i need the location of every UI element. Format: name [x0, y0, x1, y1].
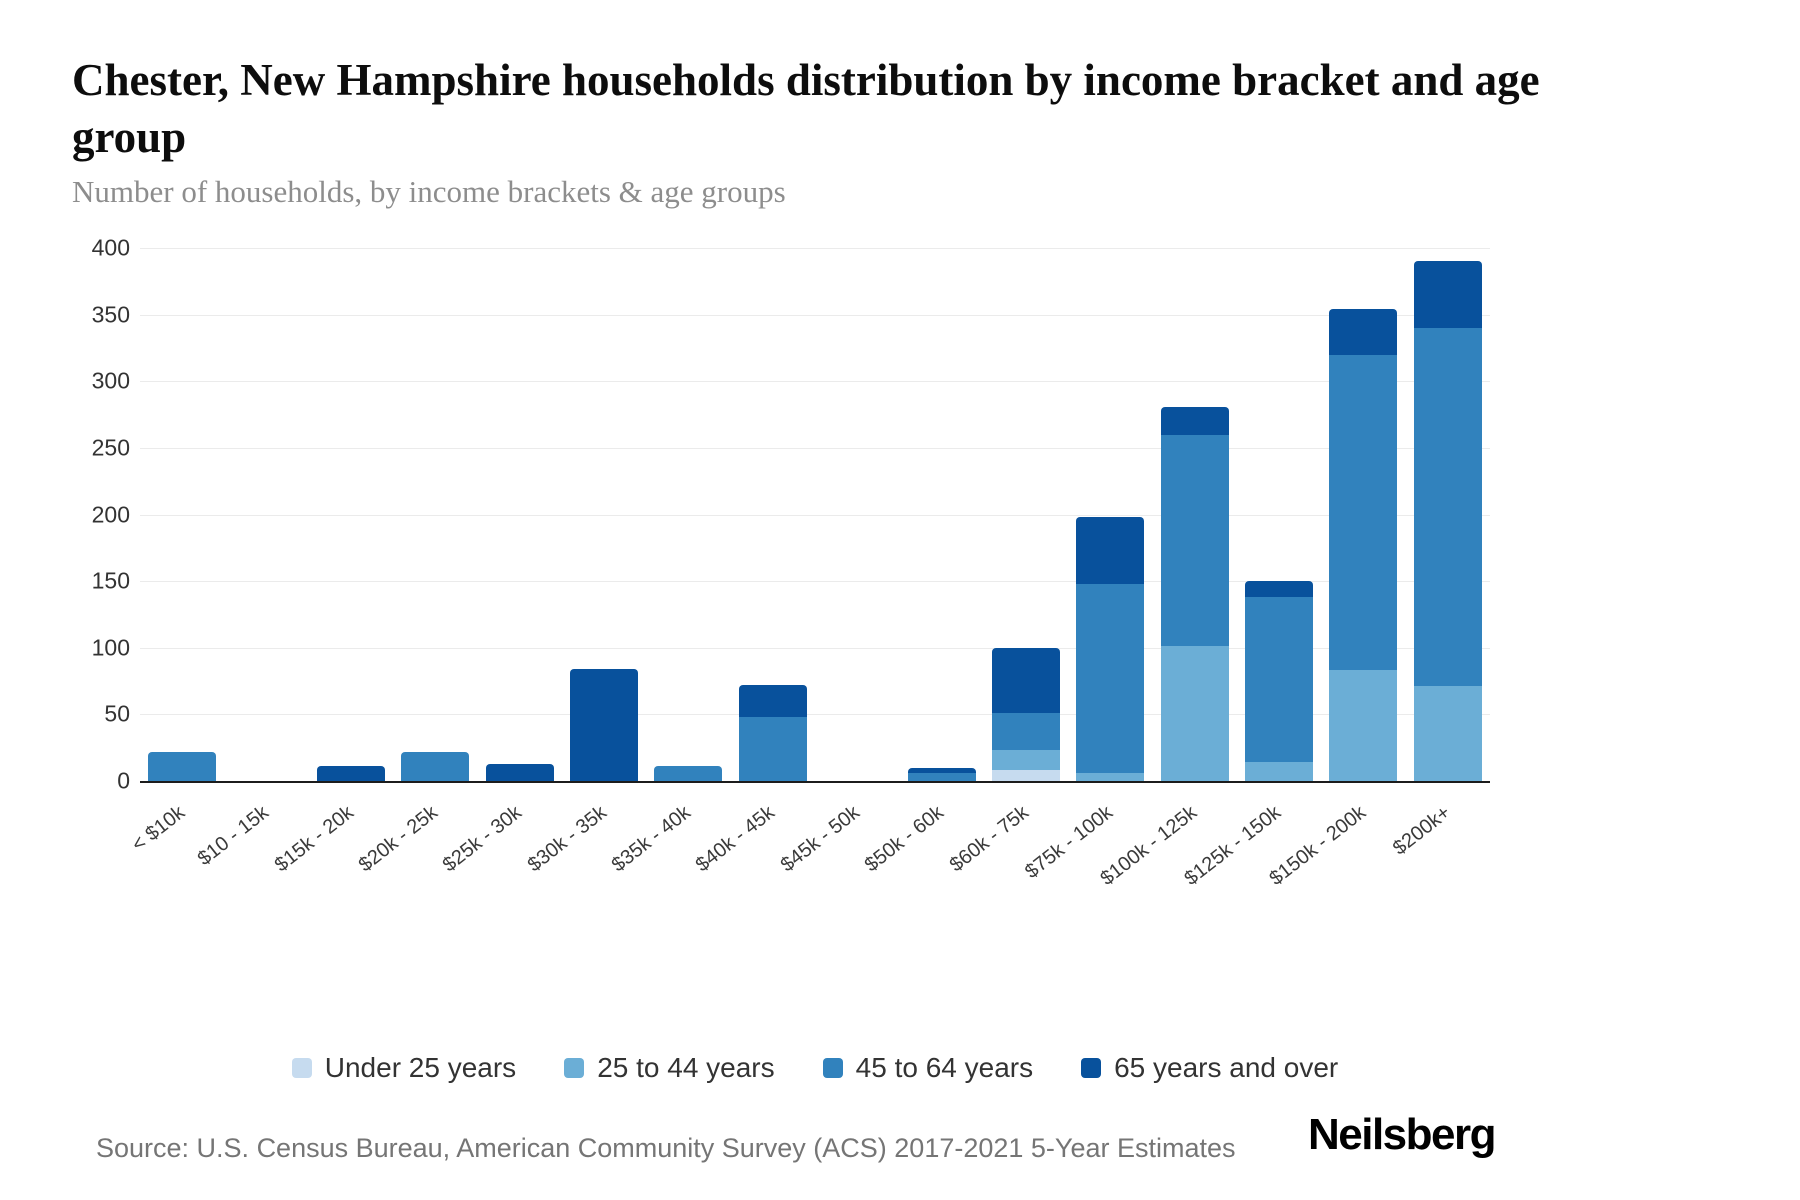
stacked-bar: [1413, 261, 1482, 781]
y-tick-label: 250: [91, 434, 130, 461]
legend-swatch: [822, 1058, 843, 1078]
legend-swatch: [564, 1058, 585, 1078]
source-note: Source: U.S. Census Bureau, American Com…: [96, 1133, 1236, 1163]
legend-item: 25 to 44 years: [564, 1052, 775, 1084]
plot-area: [140, 248, 1490, 783]
stacked-bar: [485, 763, 554, 781]
x-axis: < $10k $10 - 15k $15k - 20k $20k - 25k $25k …: [127, 787, 1490, 890]
stacked-bar: [991, 647, 1060, 781]
bar-segment: [991, 647, 1060, 714]
gridline: [140, 714, 1490, 716]
x-tick-label: $30k - 35k: [523, 801, 611, 877]
bar-segment: [1160, 646, 1229, 781]
bar-segment: [1160, 434, 1229, 647]
legend-label: 65 years and over: [1114, 1052, 1339, 1083]
chart-subtitle: Number of households, by income brackets…: [72, 174, 786, 209]
stacked-bar: [570, 669, 639, 781]
y-tick-label: 150: [91, 567, 130, 594]
neilsberg-logo: Neilsberg: [1307, 1110, 1497, 1159]
x-tick-label: $25k - 30k: [439, 801, 527, 877]
bar-segment: [1329, 670, 1398, 781]
x-tick-label: $50k - 60k: [860, 801, 949, 877]
gridline: [140, 314, 1490, 316]
x-tick-label: $20k - 25k: [354, 801, 442, 877]
bar-segment: [1076, 773, 1145, 781]
y-tick-label: 350: [91, 301, 130, 328]
bar-segment: [991, 770, 1060, 781]
gridline: [140, 248, 1490, 249]
x-tick-label: $35k - 40k: [607, 801, 695, 877]
legend-swatch: [291, 1058, 312, 1078]
bar-segment: [1329, 354, 1398, 671]
stacked-bar: [1160, 406, 1229, 781]
bar-segment: [1413, 686, 1482, 781]
bar-segment: [1076, 517, 1145, 584]
bar-segment: [738, 717, 807, 781]
legend-label: 45 to 64 years: [855, 1052, 1034, 1083]
y-tick-label: 0: [117, 767, 130, 794]
legend-item: 65 years and over: [1081, 1052, 1338, 1084]
bar-segment: [991, 750, 1060, 771]
bar-segment: [1160, 406, 1229, 435]
bar-segment: [991, 713, 1060, 751]
chart-legend: Under 25 years 25 to 44 years 45 to 64 yea…: [140, 1052, 1490, 1084]
x-tick-label: < $10k: [127, 801, 189, 857]
y-tick-label: 50: [104, 700, 130, 727]
bar-segment: [1245, 581, 1314, 598]
stacked-bar: [148, 751, 217, 781]
bar-segment: [401, 751, 470, 781]
bar-segment: [570, 669, 639, 781]
stacked-bar: [1329, 309, 1398, 781]
stacked-bar: [1076, 517, 1145, 781]
y-tick-label: 100: [91, 634, 130, 661]
gridline: [140, 647, 1490, 649]
y-tick-label: 400: [91, 234, 130, 261]
legend-label: Under 25 years: [324, 1052, 517, 1083]
stacked-bar: [401, 751, 470, 781]
legend-label: 25 to 44 years: [597, 1052, 775, 1083]
bar-segment: [907, 767, 976, 774]
x-tick-label: $200k+: [1388, 801, 1455, 860]
chart-title: Chester, New Hampshire households distri…: [72, 55, 1540, 163]
bar-segment: [654, 766, 723, 781]
bar-segment: [738, 685, 807, 718]
bar-segment: [907, 773, 976, 781]
stacked-bar: [1245, 581, 1314, 781]
stacked-bar: [654, 766, 723, 781]
bar-segment: [1329, 309, 1398, 355]
gridline: [140, 381, 1490, 383]
stacked-bar: [907, 767, 976, 781]
bar-segment: [1413, 261, 1482, 328]
bar-segment: [1413, 327, 1482, 687]
y-axis: 0 50 100 150 200 250 300 350 400: [40, 235, 130, 794]
gridline: [140, 514, 1490, 516]
x-tick-label: $10 - 15k: [193, 801, 274, 871]
stacked-bar: [738, 685, 807, 781]
bar-segment: [485, 763, 554, 781]
bar-segment: [1076, 583, 1145, 773]
bar-segment: [1245, 597, 1314, 763]
bar-segment: [1245, 762, 1314, 781]
bar-segment: [148, 751, 217, 781]
legend-swatch: [1081, 1058, 1102, 1078]
bar-segment: [316, 766, 385, 781]
legend-item: Under 25 years: [291, 1052, 517, 1084]
x-tick-label: $40k - 45k: [692, 801, 780, 877]
x-tick-label: $60k - 75k: [945, 801, 1033, 877]
y-tick-label: 300: [91, 367, 130, 394]
gridline: [140, 581, 1490, 583]
y-tick-label: 200: [91, 501, 130, 527]
x-tick-label: $45k - 50k: [776, 801, 864, 877]
x-tick-label: $15k - 20k: [270, 801, 358, 877]
legend-item: 45 to 64 years: [822, 1052, 1034, 1084]
stacked-bar: [316, 766, 385, 781]
gridline: [140, 447, 1490, 449]
